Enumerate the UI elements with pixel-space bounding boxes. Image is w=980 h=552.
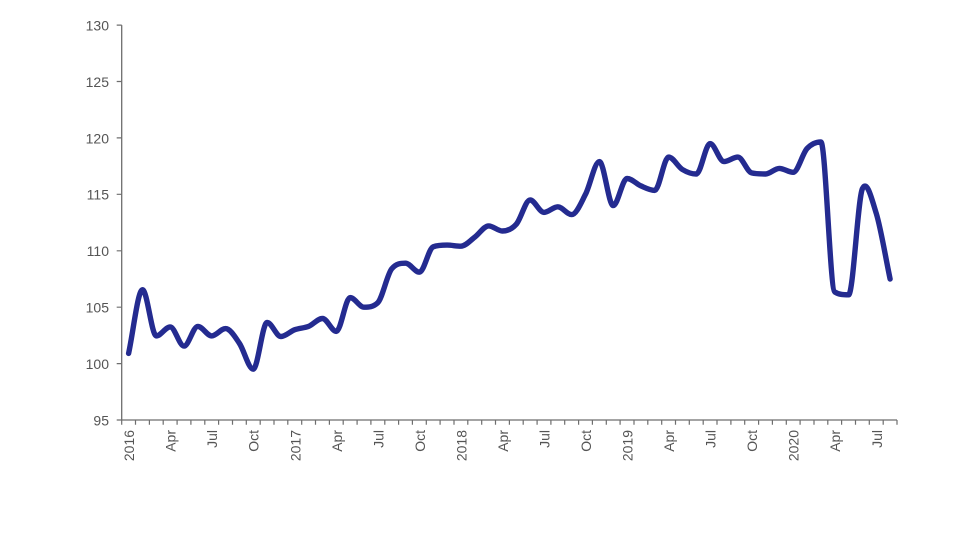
svg-text:100: 100 <box>86 356 110 372</box>
svg-text:120: 120 <box>86 130 110 146</box>
svg-text:Apr: Apr <box>661 430 677 452</box>
svg-text:Jul: Jul <box>204 430 220 448</box>
svg-text:Apr: Apr <box>163 430 179 452</box>
svg-text:Oct: Oct <box>412 430 428 452</box>
svg-text:Apr: Apr <box>495 430 511 452</box>
svg-text:Jul: Jul <box>869 430 885 448</box>
svg-text:2020: 2020 <box>786 430 802 461</box>
svg-text:2018: 2018 <box>453 430 469 461</box>
svg-text:Apr: Apr <box>827 430 843 452</box>
svg-text:Oct: Oct <box>578 430 594 452</box>
svg-text:Apr: Apr <box>329 430 345 452</box>
svg-text:2017: 2017 <box>287 430 303 461</box>
svg-text:Oct: Oct <box>246 430 262 452</box>
svg-text:Oct: Oct <box>744 430 760 452</box>
svg-text:Jul: Jul <box>703 430 719 448</box>
svg-text:2016: 2016 <box>121 430 137 461</box>
svg-text:Jul: Jul <box>370 430 386 448</box>
svg-text:125: 125 <box>86 74 110 90</box>
svg-text:Jul: Jul <box>537 430 553 448</box>
svg-text:105: 105 <box>86 300 110 316</box>
svg-text:2019: 2019 <box>620 430 636 461</box>
svg-text:95: 95 <box>93 412 109 428</box>
svg-text:115: 115 <box>87 187 110 203</box>
svg-text:110: 110 <box>87 243 110 259</box>
svg-text:130: 130 <box>86 18 110 34</box>
